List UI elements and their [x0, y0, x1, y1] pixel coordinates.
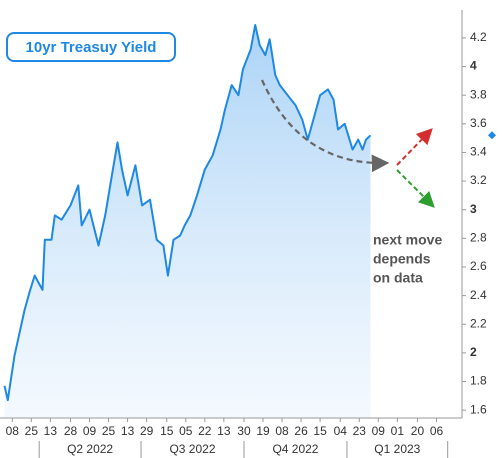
x-tick-label: 08: [275, 424, 289, 438]
y-tick-label: 2.4: [470, 288, 487, 302]
x-tick-label: 15: [160, 424, 174, 438]
x-tick-label: 22: [198, 424, 212, 438]
y-tick-label: 1.8: [470, 374, 487, 388]
quarter-label: Q2 2022: [67, 442, 113, 456]
x-tick-label: 08: [6, 424, 20, 438]
annotation: on data: [373, 270, 423, 286]
y-tick-label: 1.6: [470, 402, 487, 416]
y-tick-label: 3.4: [470, 145, 487, 159]
x-tick-label: 06: [430, 424, 444, 438]
x-tick-label: 05: [179, 424, 193, 438]
annotation: depends: [373, 251, 431, 267]
x-tick-label: 23: [353, 424, 367, 438]
line: [3, 24, 372, 402]
x-tick-label: 28: [64, 424, 78, 438]
annotation: next move: [373, 232, 442, 248]
y-tick-label: 3.2: [470, 173, 487, 187]
x-tick-label: 20: [411, 424, 425, 438]
last-value-marker: [488, 131, 496, 140]
x-tick-label: 01: [391, 424, 405, 438]
chart-title: 10yr Treasuy Yield: [26, 39, 157, 56]
trend-arrow: [260, 79, 390, 173]
y-tick-label: 4: [470, 59, 477, 73]
y-tick-label: 4.2: [470, 30, 487, 44]
x-tick-label: 19: [256, 424, 270, 438]
y-tick-label: 3: [470, 202, 477, 216]
y-tick-label: 2.6: [470, 259, 487, 273]
quarter-label: Q1 2023: [374, 442, 420, 456]
x-tick-label: 13: [217, 424, 231, 438]
y-tick-label: 3.6: [470, 116, 487, 130]
x-tick-label: 29: [140, 424, 154, 438]
x-tick-label: 09: [372, 424, 386, 438]
y-tick-label: 3.8: [470, 87, 487, 101]
x-tick-label: 13: [44, 424, 58, 438]
x-tick-label: 04: [334, 424, 348, 438]
x-tick-label: 30: [237, 424, 251, 438]
x-tick-label: 09: [83, 424, 97, 438]
x-tick-label: 25: [102, 424, 116, 438]
y-tick-label: 2.8: [470, 231, 487, 245]
plot-area: [3, 24, 372, 418]
up-arrow: [396, 128, 433, 166]
x-tick-label: 26: [294, 424, 308, 438]
y-tick-label: 2: [470, 345, 477, 359]
down-arrow: [396, 169, 435, 208]
title-box: [6, 32, 176, 62]
y-tick-label: 2.2: [470, 316, 487, 330]
quarter-label: Q3 2022: [169, 442, 215, 456]
x-tick-label: 25: [25, 424, 39, 438]
x-tick-label: 13: [121, 424, 135, 438]
quarter-label: Q4 2022: [272, 442, 318, 456]
x-tick-label: 15: [313, 424, 327, 438]
